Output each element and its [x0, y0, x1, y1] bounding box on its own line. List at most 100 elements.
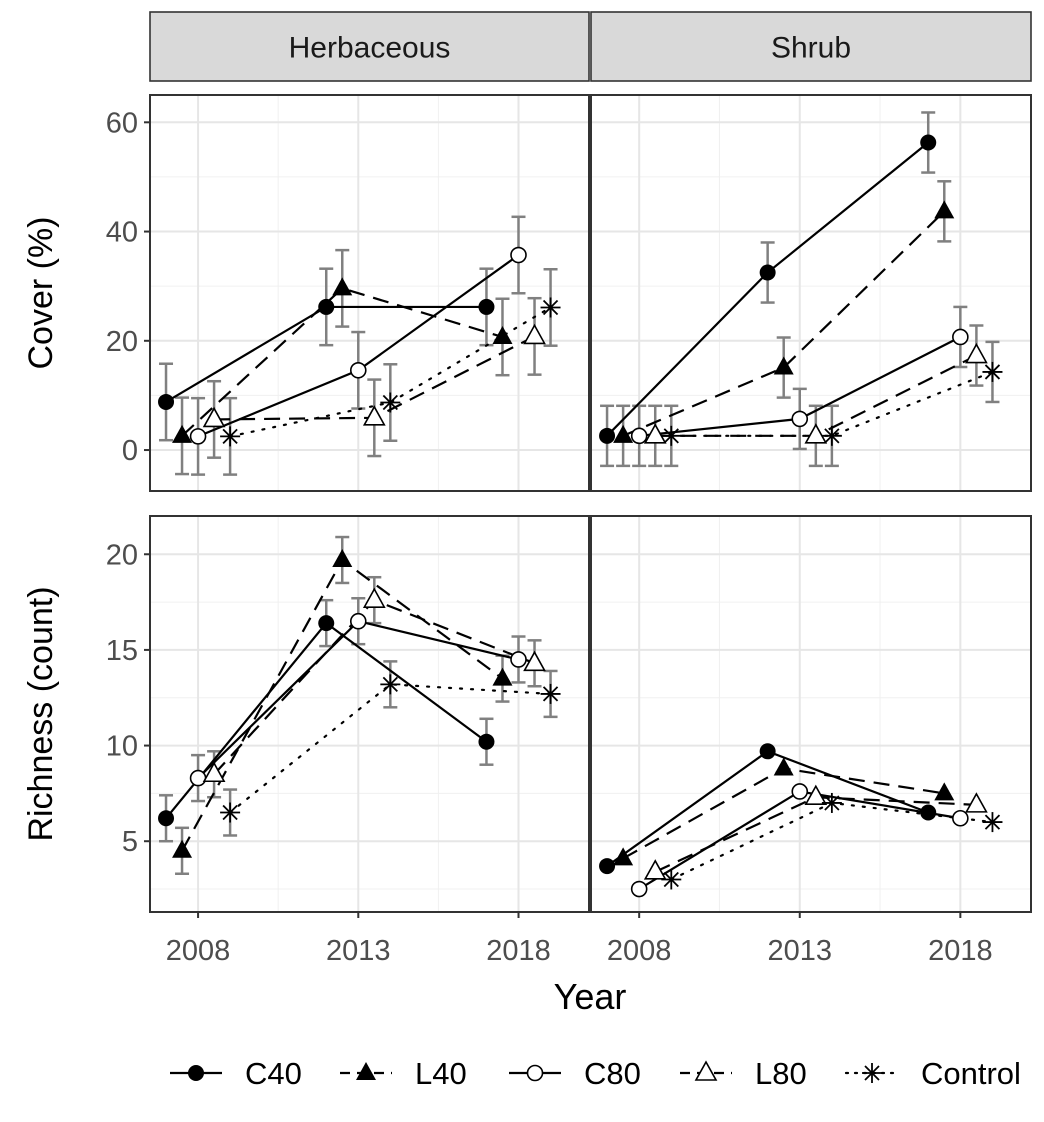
point-C80 [952, 809, 969, 827]
point-L40 [492, 325, 513, 344]
point-Control [821, 425, 842, 446]
point-L40-shape [172, 839, 193, 858]
y-tick-label: 60 [106, 107, 138, 139]
point-Control-stroke-3 [222, 428, 238, 445]
y-tick-label: 20 [106, 326, 138, 358]
point-C80-shape [791, 783, 809, 800]
point-Control-stroke-3 [984, 364, 1001, 380]
point-L80-shape [965, 792, 988, 813]
point-Control-stroke-3 [984, 814, 1001, 830]
point-C80 [630, 880, 648, 898]
point-C40 [920, 804, 937, 821]
point-L40 [332, 277, 353, 296]
panel-background [591, 516, 1031, 912]
y-tick-label: 5 [122, 826, 138, 858]
point-C80-shape [510, 246, 527, 264]
point-C80-shape [349, 612, 367, 630]
point-C80 [952, 328, 969, 346]
panel-0-0: 0 20 40 60 [106, 94, 590, 492]
point-C40 [599, 427, 616, 444]
legend-key-marker [188, 1065, 204, 1081]
point-L80 [523, 323, 546, 345]
point-C40 [158, 810, 175, 827]
point-L40-shape [492, 325, 513, 344]
point-L80-shape [202, 761, 226, 783]
point-L80-shape [965, 342, 988, 364]
point-L80 [362, 405, 386, 426]
y-tick-label: 10 [106, 731, 138, 763]
point-L80-shape [643, 859, 667, 880]
point-L80 [643, 423, 667, 444]
point-C40-shape [920, 134, 937, 151]
point-C40-shape [599, 858, 616, 875]
y-tick-label: 0 [122, 435, 138, 467]
point-C40-shape [478, 733, 495, 750]
point-Control [982, 361, 1003, 382]
x-tick-label: 2008 [607, 935, 672, 967]
point-C80-shape [510, 651, 527, 668]
point-Control-stroke-3 [382, 394, 398, 411]
point-L80-shape [523, 323, 546, 345]
legend-key-marker [526, 1064, 544, 1082]
point-Control-stroke-3 [824, 795, 840, 811]
point-Control-stroke-3 [542, 686, 559, 702]
point-C80-shape [349, 361, 367, 379]
point-C80-shape [630, 880, 648, 898]
point-L40 [332, 549, 353, 567]
point-L40 [613, 847, 634, 866]
legend-label: C80 [584, 1056, 641, 1091]
point-Control [982, 812, 1003, 833]
point-C80-shape [952, 328, 969, 346]
point-L40 [172, 839, 193, 858]
legend-key-marker-shape [526, 1064, 544, 1082]
legend: C40 L40 C80 L80 Control [170, 1056, 1021, 1091]
x-tick-label: 2018 [928, 935, 993, 967]
series-line-L40 [181, 287, 503, 437]
point-C40-shape [318, 298, 335, 315]
point-C40-shape [759, 264, 776, 281]
point-C80 [791, 410, 809, 428]
point-Control-stroke-3 [663, 428, 679, 444]
panel-border [590, 515, 1032, 913]
legend-item-l80: L80 [680, 1056, 807, 1091]
point-L80 [202, 761, 226, 783]
point-L40-shape [773, 356, 794, 375]
point-L40 [172, 424, 193, 443]
y-tick-label: 40 [106, 217, 138, 249]
legend-key-marker-shape [694, 1060, 718, 1081]
point-Control [380, 392, 401, 413]
point-L80 [804, 784, 828, 806]
point-C80 [189, 428, 207, 445]
panel-border [149, 515, 590, 913]
y-tick-label: 15 [106, 635, 138, 667]
point-L80-shape [202, 406, 226, 428]
point-C80 [630, 427, 648, 445]
legend-key-marker [694, 1060, 718, 1081]
point-Control [661, 869, 682, 890]
point-L80 [362, 587, 386, 608]
legend-key-marker [862, 1063, 882, 1083]
x-axis-title: Year [554, 976, 627, 1017]
point-C80 [510, 246, 527, 264]
point-L40 [934, 782, 955, 801]
point-Control [540, 683, 561, 704]
point-L80-shape [362, 587, 386, 608]
point-C40-shape [158, 810, 175, 827]
point-L40-shape [934, 200, 955, 219]
panel-border [149, 94, 590, 492]
point-L40-shape [492, 667, 513, 686]
point-L40-shape [613, 424, 634, 443]
point-Control [821, 792, 842, 813]
point-C40 [478, 733, 495, 750]
point-L80 [965, 792, 988, 813]
legend-label: Control [921, 1056, 1021, 1091]
point-L40 [934, 200, 955, 219]
point-C80 [349, 612, 367, 630]
legend-label: L40 [415, 1056, 467, 1091]
point-L40 [773, 356, 794, 375]
point-L40 [492, 667, 513, 686]
series-line-Control [229, 683, 552, 814]
point-Control [380, 674, 401, 695]
point-L40-shape [172, 424, 193, 443]
point-C40 [318, 298, 335, 315]
